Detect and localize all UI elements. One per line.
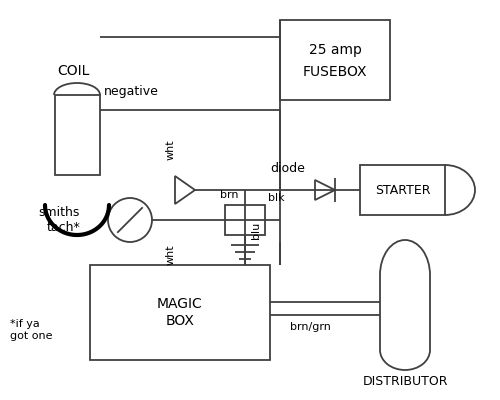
Text: wht: wht (166, 245, 176, 265)
Bar (360, 165, 445, 215)
Text: DISTRIBUTOR: DISTRIBUTOR (362, 375, 448, 388)
Text: blk: blk (268, 193, 284, 203)
Text: diode: diode (270, 162, 305, 175)
Text: FUSEBOX: FUSEBOX (303, 65, 367, 79)
Text: wht: wht (166, 140, 176, 160)
Bar (55, 95, 100, 175)
Text: 25 amp: 25 amp (308, 43, 362, 57)
Text: MAGIC
BOX: MAGIC BOX (157, 298, 203, 328)
Polygon shape (315, 180, 335, 200)
Circle shape (108, 198, 152, 242)
Text: brn: brn (220, 190, 238, 200)
Text: blu: blu (251, 221, 261, 239)
Text: COIL: COIL (57, 64, 90, 78)
Text: brn/grn: brn/grn (290, 322, 331, 332)
Bar (225, 205, 265, 235)
Bar (280, 20, 390, 100)
Text: negative: negative (104, 86, 159, 98)
Text: smiths
tach*: smiths tach* (38, 206, 80, 234)
Text: STARTER: STARTER (375, 184, 430, 196)
Bar (90, 265, 270, 360)
Text: *if ya
got one: *if ya got one (10, 319, 52, 341)
Polygon shape (175, 176, 195, 204)
